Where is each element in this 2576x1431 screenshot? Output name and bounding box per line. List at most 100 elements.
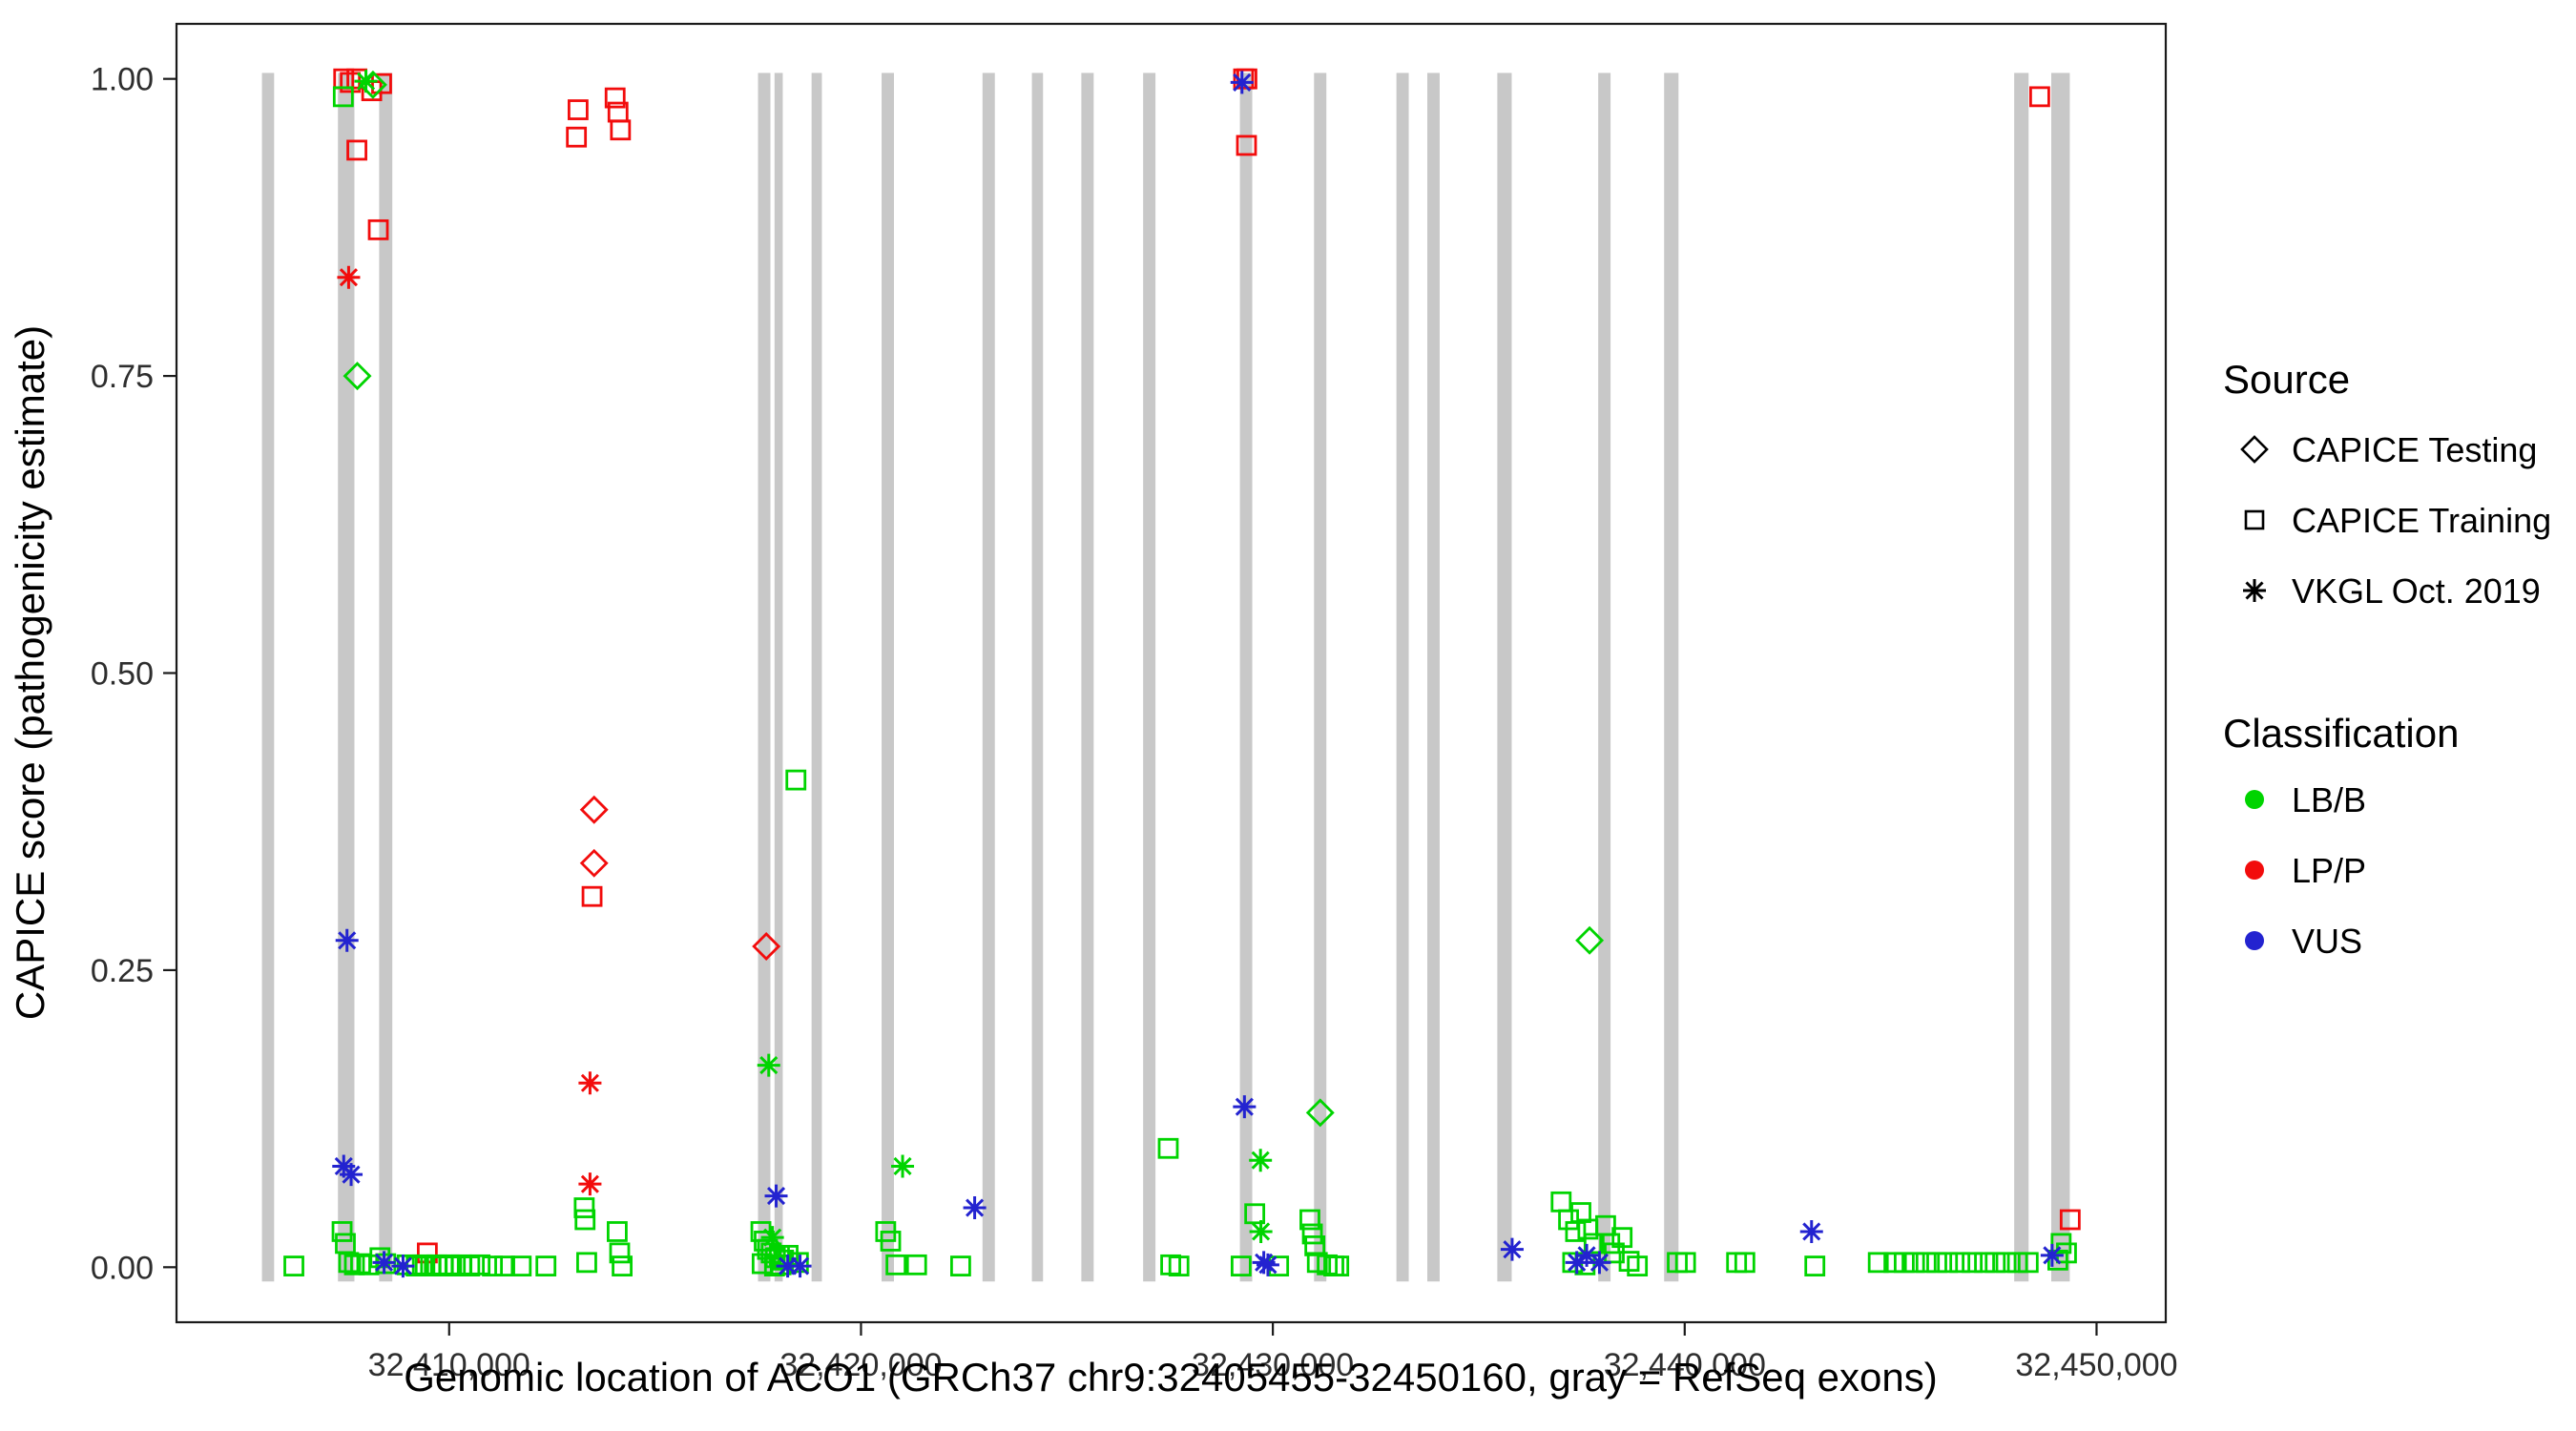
data-point-square	[469, 1254, 491, 1275]
data-point-square	[1867, 1252, 1889, 1274]
data-point-asterisk	[2040, 1243, 2064, 1267]
data-point-square	[2029, 86, 2050, 108]
data-point-square	[567, 99, 589, 120]
data-point-square	[604, 87, 626, 109]
data-point-asterisk	[963, 1196, 987, 1220]
data-point-asterisk	[1565, 1251, 1589, 1275]
data-point-square	[371, 73, 392, 94]
vus-dot-icon	[2245, 931, 2264, 950]
exon-bar	[261, 73, 275, 1282]
plot-area: 32,410,000 32,420,000 32,430,000 32,440,000…	[91, 22, 2178, 1383]
data-point-asterisk	[1249, 1219, 1273, 1243]
data-point-square	[2056, 1242, 2077, 1264]
x-tick-label: 32,430,000	[1192, 1347, 1354, 1383]
asterisk-icon	[2243, 579, 2266, 602]
data-point-square	[1168, 1255, 1190, 1276]
data-point-square	[1995, 1252, 2017, 1274]
exon-bar	[1239, 73, 1253, 1282]
data-point-square	[610, 119, 632, 141]
data-point-square	[1926, 1252, 1947, 1274]
exon-bar	[758, 73, 771, 1282]
data-point-asterisk	[391, 1255, 415, 1278]
legend-classification-title: Classification	[2223, 711, 2459, 756]
data-point-square	[1157, 1137, 1179, 1159]
exon-bar	[1081, 73, 1094, 1282]
x-tick-label: 32,450,000	[2015, 1347, 2177, 1383]
data-point-asterisk	[1500, 1237, 1524, 1261]
data-point-asterisk	[776, 1255, 800, 1278]
data-point-square	[566, 126, 588, 148]
data-point-square	[581, 885, 603, 907]
data-point-asterisk	[891, 1154, 915, 1178]
data-point-square	[612, 1255, 633, 1276]
data-point-asterisk	[335, 928, 359, 952]
data-point-square	[2006, 1252, 2028, 1274]
exon-bar	[882, 73, 894, 1282]
data-point-square	[1244, 1203, 1266, 1225]
y-tick-label: 0.75	[91, 359, 154, 395]
data-point-square	[576, 1252, 597, 1274]
data-point-square	[574, 1209, 596, 1231]
data-point-square	[535, 1255, 557, 1276]
data-point-asterisk	[340, 1163, 364, 1187]
legend-source: Source CAPICE Testing CAPICE Training VK…	[2223, 357, 2551, 611]
data-point-square	[283, 1255, 304, 1276]
data-point-asterisk	[1588, 1251, 1611, 1275]
x-tick-label: 32,410,000	[368, 1347, 530, 1383]
legend-item-lpp: LP/P	[2245, 851, 2366, 890]
legend-item-vus: VUS	[2245, 922, 2362, 961]
data-point-square	[1915, 1252, 1937, 1274]
exon-bar	[1143, 73, 1156, 1282]
y-tick-label: 0.50	[91, 656, 154, 693]
data-point-square	[1328, 1255, 1350, 1276]
data-point-asterisk	[1230, 71, 1254, 94]
data-point-square	[338, 1252, 360, 1274]
data-point-diamond	[579, 795, 609, 824]
data-point-square	[1570, 1202, 1591, 1223]
data-point-asterisk	[1256, 1253, 1279, 1276]
data-point-asterisk	[578, 1071, 602, 1095]
exon-bar	[1031, 73, 1044, 1282]
data-point-square	[573, 1197, 595, 1218]
data-point-square	[950, 1255, 971, 1276]
data-point-square	[1949, 1252, 1971, 1274]
data-point-asterisk	[337, 265, 361, 289]
data-point-square	[2017, 1252, 2039, 1274]
legend-source-title: Source	[2223, 357, 2350, 402]
y-tick-label: 1.00	[91, 62, 154, 98]
data-point-square	[1236, 135, 1257, 156]
data-point-square	[1962, 1252, 1984, 1274]
data-point-diamond	[1575, 925, 1605, 955]
data-point-asterisk	[1799, 1219, 1823, 1243]
exon-bar	[338, 73, 355, 1282]
legend-item-label: LB/B	[2292, 780, 2366, 819]
data-point-square	[367, 218, 389, 240]
data-point-diamond	[343, 362, 372, 391]
exon-bar	[811, 73, 822, 1282]
data-point-square	[1804, 1255, 1826, 1276]
exon-bar	[1497, 73, 1512, 1282]
exon-bar	[982, 73, 995, 1282]
data-point-square	[510, 1255, 532, 1276]
data-point-asterisk	[354, 70, 378, 93]
data-point-square	[331, 1221, 353, 1242]
data-point-square	[1674, 1252, 1696, 1274]
data-point-square	[880, 1231, 902, 1252]
data-point-square	[1974, 1252, 1995, 1274]
data-point-square	[1299, 1209, 1320, 1231]
data-point-square	[332, 86, 354, 108]
exon-bar	[2050, 73, 2070, 1282]
data-point-square	[1230, 1255, 1252, 1276]
data-point-square	[494, 1255, 515, 1276]
legend-item-label: VKGL Oct. 2019	[2292, 571, 2541, 611]
data-point-square	[785, 769, 807, 791]
data-point-square	[482, 1255, 503, 1276]
data-point-asterisk	[764, 1184, 788, 1208]
legend-item-vkgl: VKGL Oct. 2019	[2243, 571, 2541, 611]
exon-bar	[1664, 73, 1679, 1282]
exon-bar	[2014, 73, 2029, 1282]
data-point-asterisk	[757, 1053, 780, 1077]
legend-item-label: CAPICE Testing	[2292, 430, 2537, 469]
data-point-square	[1304, 1235, 1326, 1256]
legend-item-label: VUS	[2292, 922, 2362, 961]
